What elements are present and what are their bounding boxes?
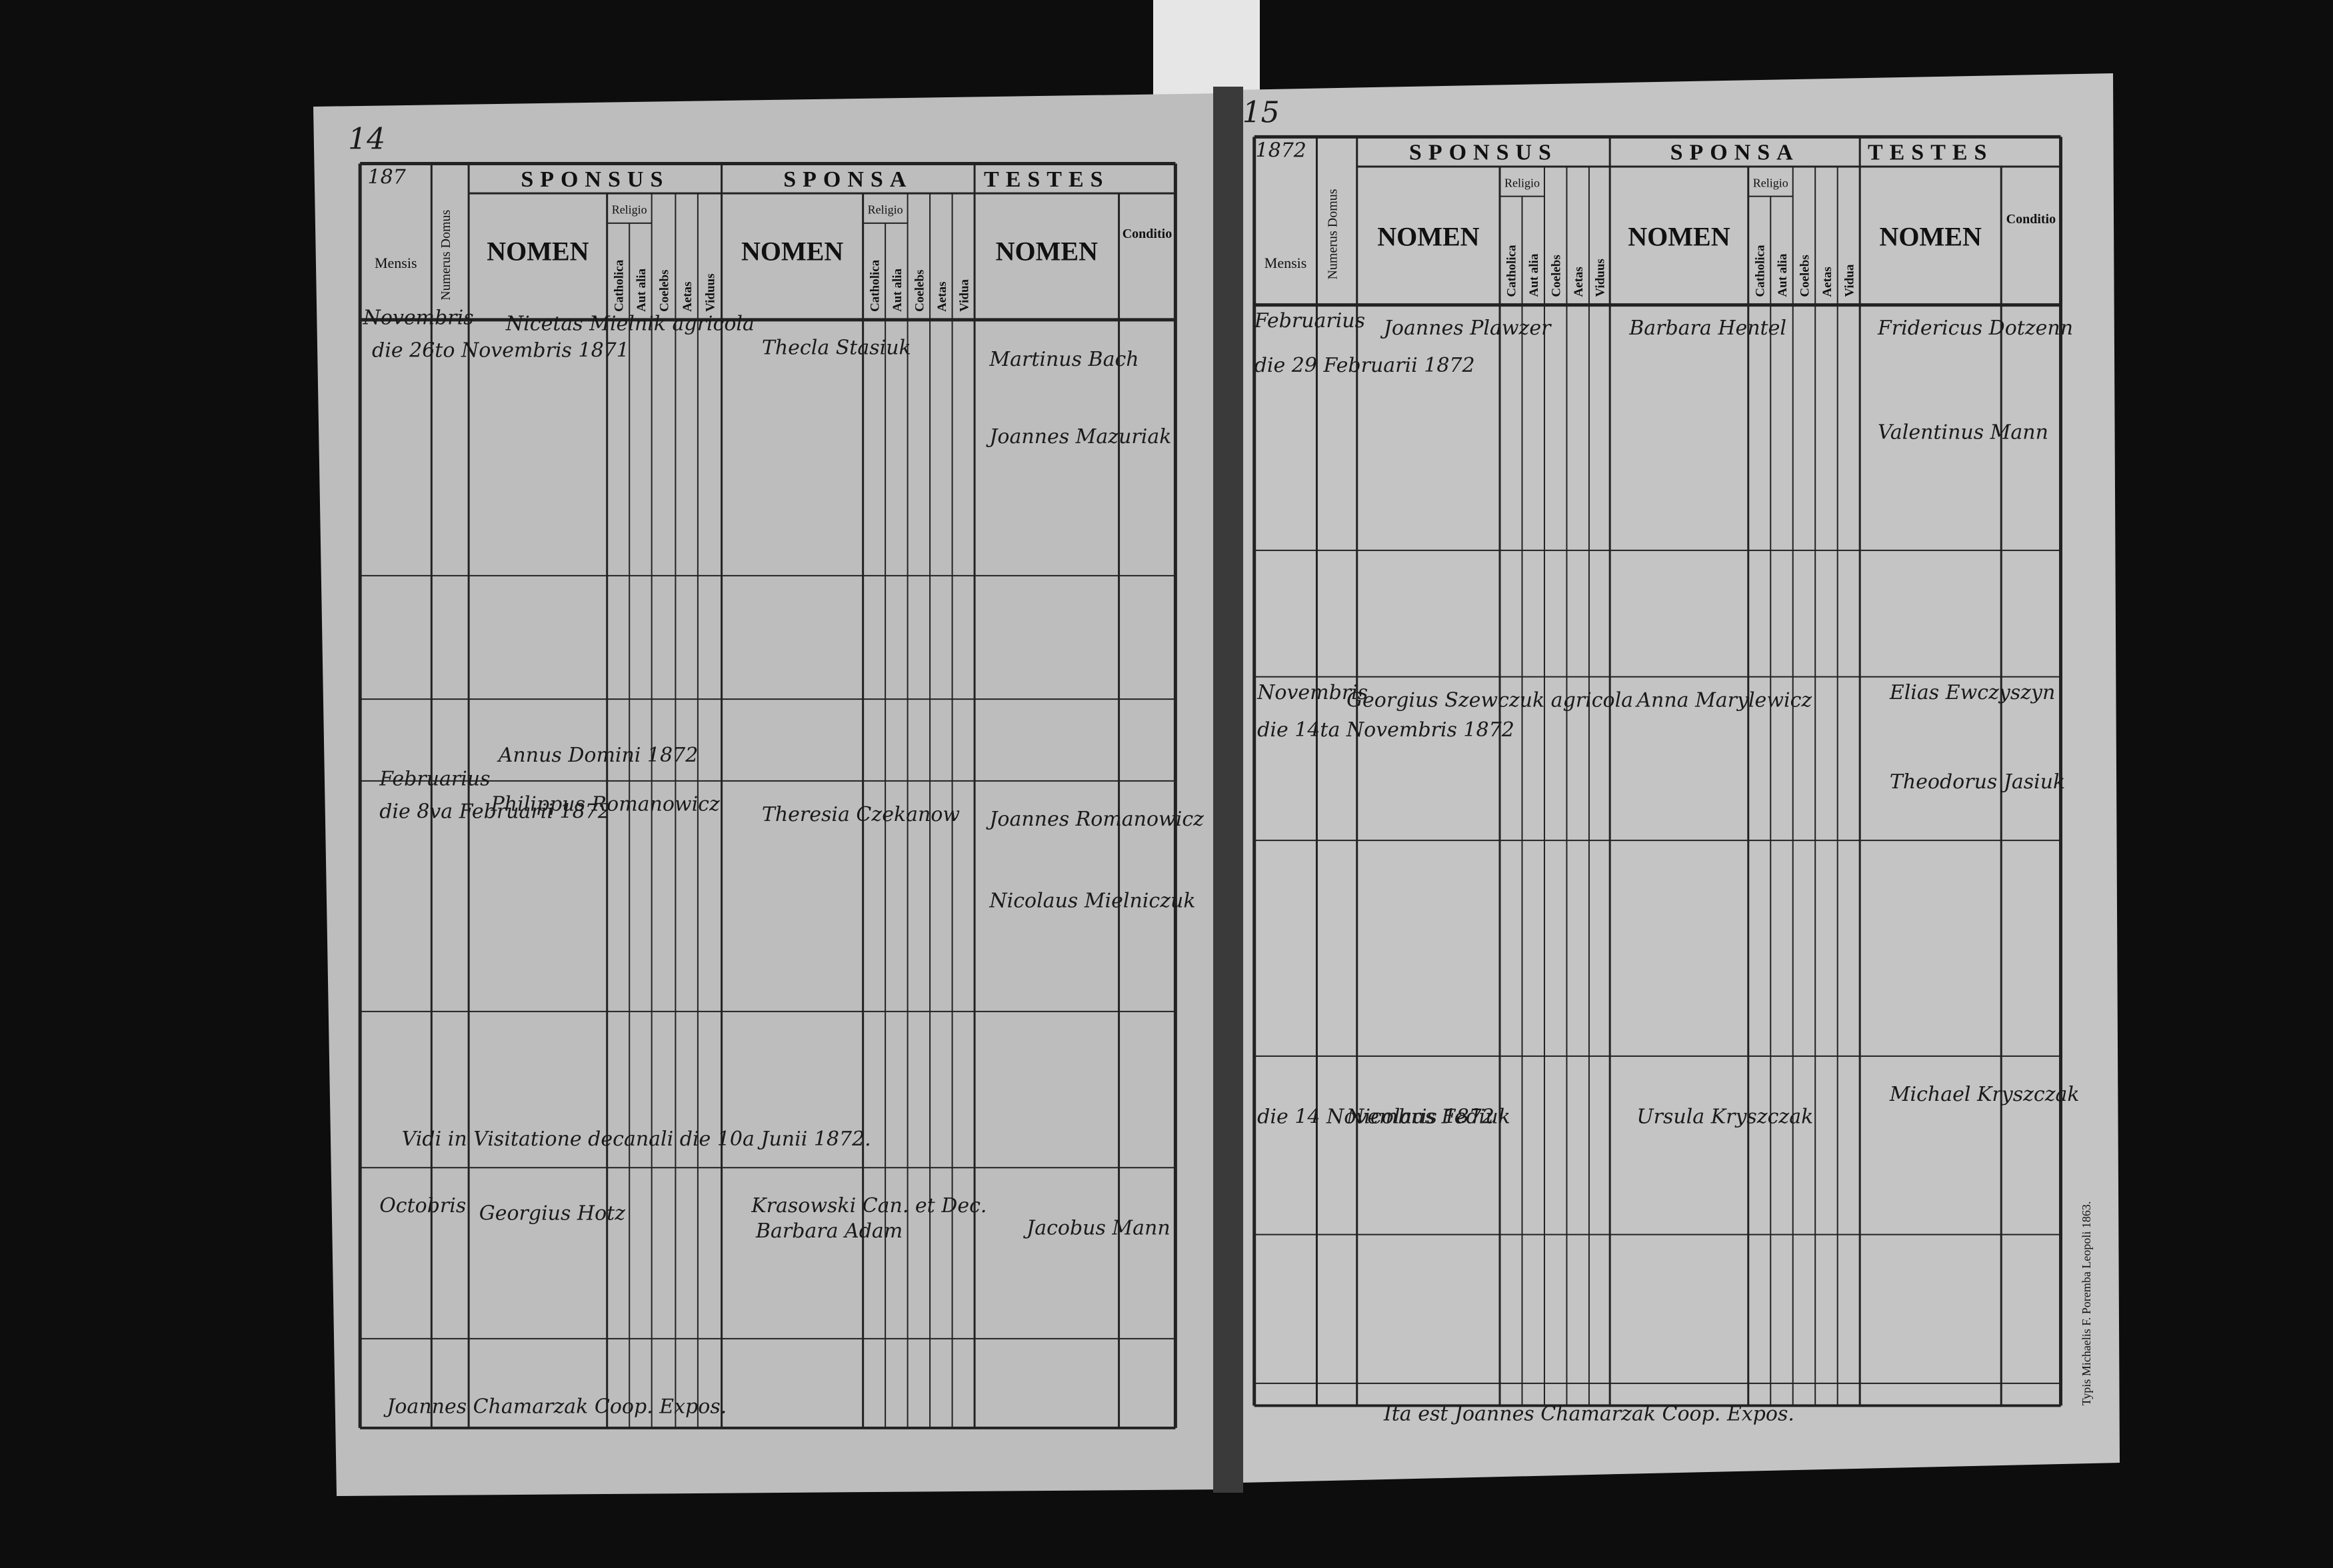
handwritten-entry: Nicetas Mielnik agricola xyxy=(505,313,755,336)
religio-label: Religio xyxy=(868,203,903,217)
sub-column-label: Coelebs xyxy=(913,270,927,312)
handwritten-entry: Februarius xyxy=(379,768,490,791)
handwritten-entry: Octobris xyxy=(379,1194,466,1217)
nomen-label: NOMEN xyxy=(1880,221,1982,251)
handwritten-entry: Ursula Kryszczak xyxy=(1636,1105,1813,1128)
handwritten-entry: Krasowski Can. et Dec. xyxy=(751,1194,987,1217)
handwritten-entry: Barbara Hentel xyxy=(1628,317,1786,340)
handwritten-entry: Joannes Plawzer xyxy=(1380,317,1552,340)
sub-column-label: Coelebs xyxy=(1798,255,1812,297)
gutter xyxy=(1213,87,1243,1493)
handwritten-entry: Martinus Bach xyxy=(989,348,1139,371)
conditio-label: Conditio xyxy=(1123,227,1172,241)
sub-column-label: Coelebs xyxy=(1550,255,1564,297)
group-header: TESTES xyxy=(984,167,1110,192)
year: 1872 xyxy=(1256,139,1306,162)
right-page xyxy=(1233,73,2120,1483)
sub-column-label: Viduus xyxy=(704,274,718,312)
handwritten-entry: Joannes Chamarzak Coop. Expos. xyxy=(383,1395,727,1419)
sub-column-label: Aetas xyxy=(1820,267,1834,297)
handwritten-entry: Georgius Szewczuk agricola xyxy=(1346,688,1633,712)
page-number: 15 xyxy=(1242,95,1280,129)
year: 187 xyxy=(368,166,407,189)
religio-label: Religio xyxy=(1504,176,1540,189)
handwritten-entry: Nicolaus Fediuk xyxy=(1346,1105,1510,1128)
handwritten-entry: Joannes Mazuriak xyxy=(985,425,1171,448)
sub-column-label: Catholica xyxy=(868,259,882,312)
handwritten-entry: Februarius xyxy=(1254,309,1365,333)
group-header: TESTES xyxy=(1868,141,1994,165)
handwritten-entry: Vidi in Visitatione decanali die 10a Jun… xyxy=(402,1128,871,1151)
nomen-label: NOMEN xyxy=(996,237,1098,267)
handwritten-entry: Novembris xyxy=(1256,681,1368,704)
sub-column-label: Catholica xyxy=(612,259,626,312)
nomen-label: NOMEN xyxy=(741,237,843,267)
handwritten-entry: Joannes Romanowicz xyxy=(985,808,1204,831)
handwritten-entry: Anna Marylewicz xyxy=(1634,688,1812,712)
handwritten-entry: Philippus Romanowicz xyxy=(491,793,720,816)
conditio-label: Conditio xyxy=(2006,212,2056,227)
handwritten-entry: Georgius Hotz xyxy=(479,1201,625,1225)
religio-label: Religio xyxy=(1753,176,1788,189)
handwritten-entry: Elias Ewczyszyn xyxy=(1889,681,2056,704)
handwritten-entry: die 14ta Novembris 1872 xyxy=(1257,718,1514,742)
numerus-domus-label: Numerus Domus xyxy=(439,209,453,300)
nomen-label: NOMEN xyxy=(487,237,589,267)
handwritten-entry: die 29 Februarii 1872 xyxy=(1254,354,1475,377)
handwritten-entry: Ita est Joannes Chamarzak Coop. Expos. xyxy=(1383,1403,1794,1426)
sub-column-label: Aut alia xyxy=(891,268,905,311)
sub-column-label: Vidua xyxy=(1842,264,1856,297)
group-header: SPONSA xyxy=(1670,141,1800,165)
nomen-label: NOMEN xyxy=(1628,221,1730,251)
sub-column-label: Coelebs xyxy=(658,270,672,312)
handwritten-entry: die 8va Februarii 1872 xyxy=(379,800,611,824)
handwritten-entry: Annus Domini 1872 xyxy=(497,744,699,767)
handwritten-entry: Jacobus Mann xyxy=(1023,1217,1170,1240)
backdrop-paper xyxy=(1153,0,1260,100)
sub-column-label: Viduus xyxy=(1594,259,1608,297)
sub-column-label: Aetas xyxy=(1572,267,1586,297)
printer-imprint: Typis Michaelis F. Poremba Leopoli 1863. xyxy=(2080,1201,2093,1406)
sub-column-label: Aut alia xyxy=(1527,253,1541,297)
page-number: 14 xyxy=(348,123,385,157)
handwritten-entry: Michael Kryszczak xyxy=(1889,1083,2080,1106)
numerus-domus-label: Numerus Domus xyxy=(1326,189,1340,279)
handwritten-entry: die 14 Novembris 1872 xyxy=(1257,1105,1494,1128)
group-header: SPONSUS xyxy=(521,167,669,192)
handwritten-entry: Theodorus Jasiuk xyxy=(1890,770,2065,794)
religio-label: Religio xyxy=(612,203,647,217)
sub-column-label: Aut alia xyxy=(635,268,649,311)
sub-column-label: Catholica xyxy=(1754,245,1768,297)
sub-column-label: Vidua xyxy=(957,279,971,311)
handwritten-entry: Thecla Stasiuk xyxy=(762,336,911,359)
mensis-label: Mensis xyxy=(1264,255,1307,271)
handwritten-entry: die 26to Novembris 1871 xyxy=(372,339,629,363)
nomen-label: NOMEN xyxy=(1377,221,1479,251)
left-page xyxy=(313,93,1233,1496)
group-header: SPONSA xyxy=(783,167,913,192)
handwritten-entry: Fridericus Dotzenn xyxy=(1877,317,2073,340)
sub-column-label: Aetas xyxy=(681,282,695,312)
sub-column-label: Aut alia xyxy=(1776,253,1790,297)
sub-column-label: Aetas xyxy=(935,282,949,312)
handwritten-entry: Barbara Adam xyxy=(755,1219,903,1243)
handwritten-entry: Valentinus Mann xyxy=(1878,420,2048,444)
handwritten-entry: Theresia Czekanow xyxy=(762,803,961,826)
handwritten-entry: Nicolaus Mielniczuk xyxy=(989,890,1195,913)
mensis-label: Mensis xyxy=(375,255,417,271)
group-header: SPONSUS xyxy=(1409,141,1558,165)
sub-column-label: Catholica xyxy=(1505,245,1519,297)
handwritten-entry: Novembris xyxy=(363,307,474,330)
